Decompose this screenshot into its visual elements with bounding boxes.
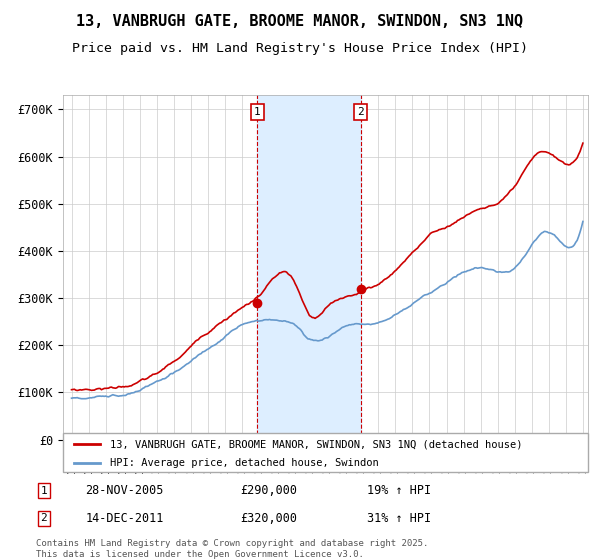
- Text: 1: 1: [254, 108, 261, 117]
- Bar: [257, 95, 361, 440]
- Text: 13, VANBRUGH GATE, BROOME MANOR, SWINDON, SN3 1NQ: 13, VANBRUGH GATE, BROOME MANOR, SWINDON…: [76, 14, 524, 29]
- Text: 14-DEC-2011: 14-DEC-2011: [85, 512, 164, 525]
- Text: 13, VANBRUGH GATE, BROOME MANOR, SWINDON, SN3 1NQ (detached house): 13, VANBRUGH GATE, BROOME MANOR, SWINDON…: [110, 439, 523, 449]
- Text: HPI: Average price, detached house, Swindon: HPI: Average price, detached house, Swin…: [110, 458, 379, 468]
- FancyBboxPatch shape: [63, 433, 588, 472]
- Text: 28-NOV-2005: 28-NOV-2005: [85, 484, 164, 497]
- Text: 1: 1: [40, 486, 47, 496]
- Text: 2: 2: [40, 513, 47, 523]
- Text: £290,000: £290,000: [240, 484, 297, 497]
- Text: Contains HM Land Registry data © Crown copyright and database right 2025.
This d: Contains HM Land Registry data © Crown c…: [35, 539, 428, 559]
- Text: 19% ↑ HPI: 19% ↑ HPI: [367, 484, 431, 497]
- Text: £320,000: £320,000: [240, 512, 297, 525]
- Text: 31% ↑ HPI: 31% ↑ HPI: [367, 512, 431, 525]
- Text: 2: 2: [357, 108, 364, 117]
- Text: Price paid vs. HM Land Registry's House Price Index (HPI): Price paid vs. HM Land Registry's House …: [72, 42, 528, 55]
